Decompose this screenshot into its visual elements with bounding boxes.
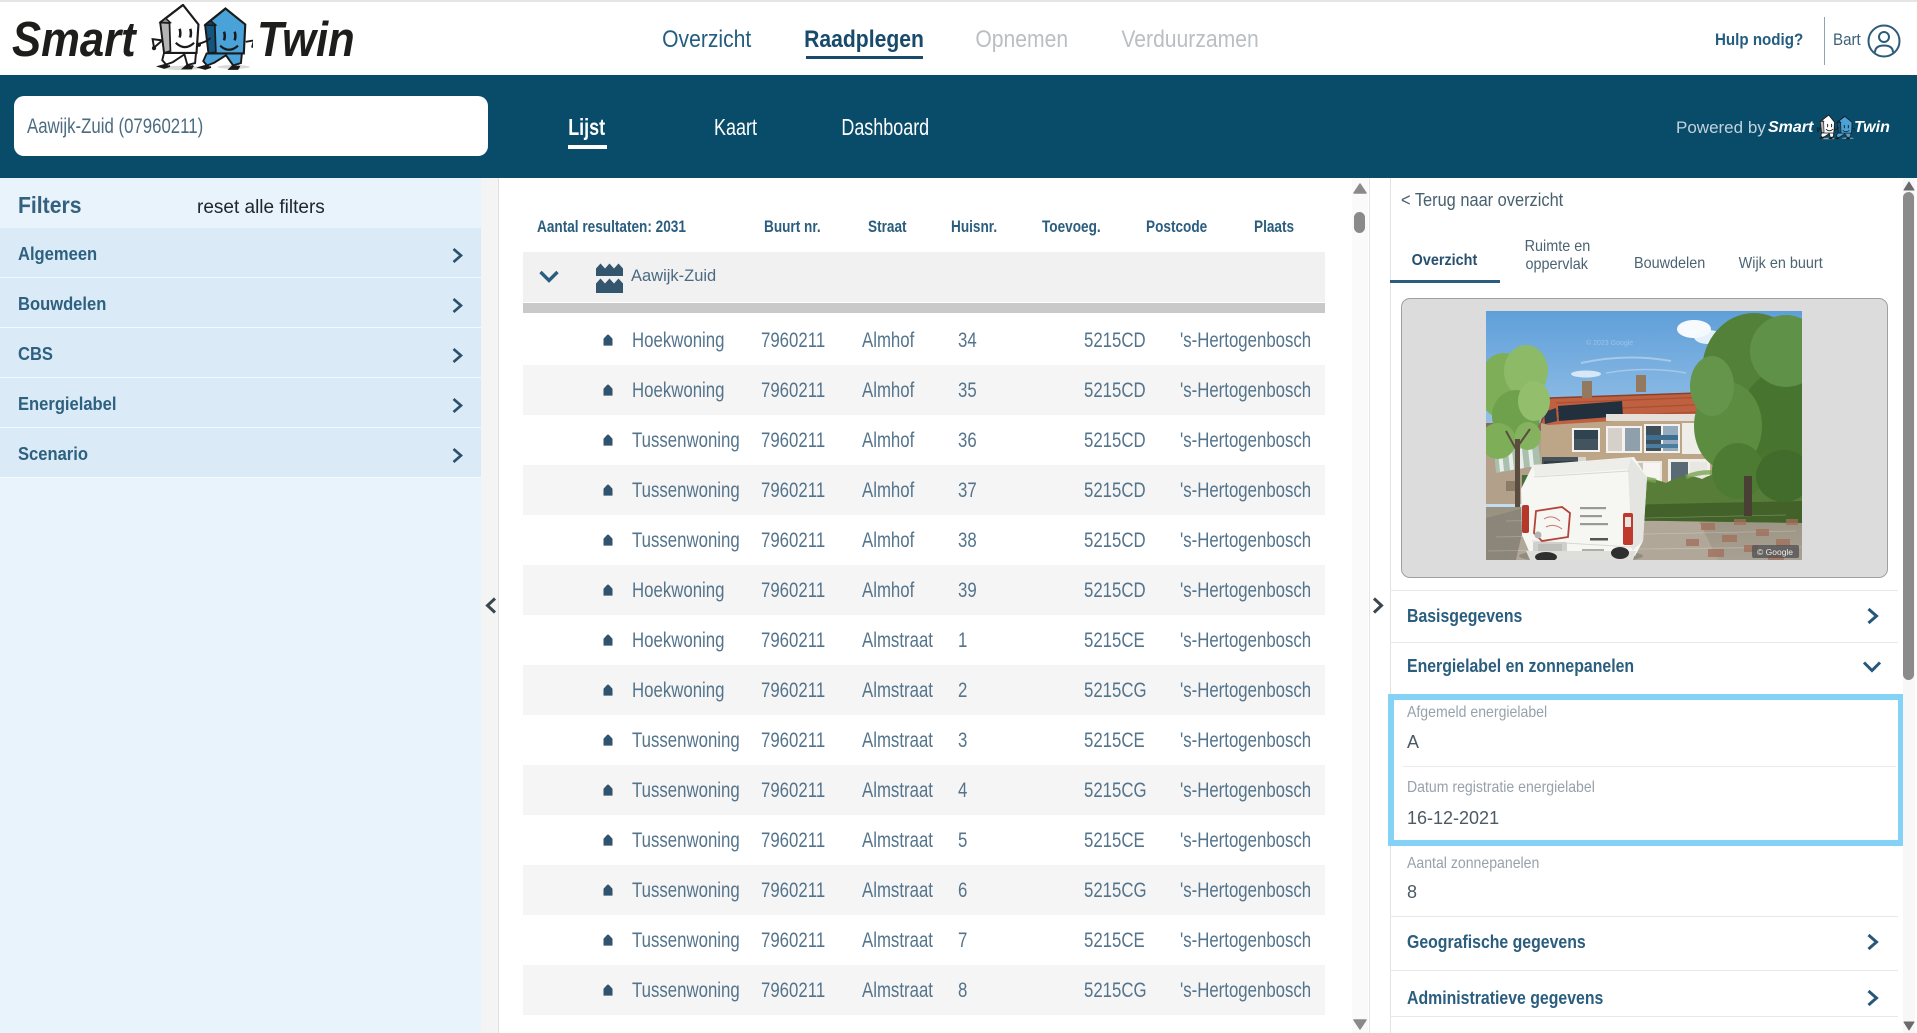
svg-text:© 2023 Google: © 2023 Google xyxy=(1586,339,1633,347)
svg-text:© Google: © Google xyxy=(1757,547,1793,557)
